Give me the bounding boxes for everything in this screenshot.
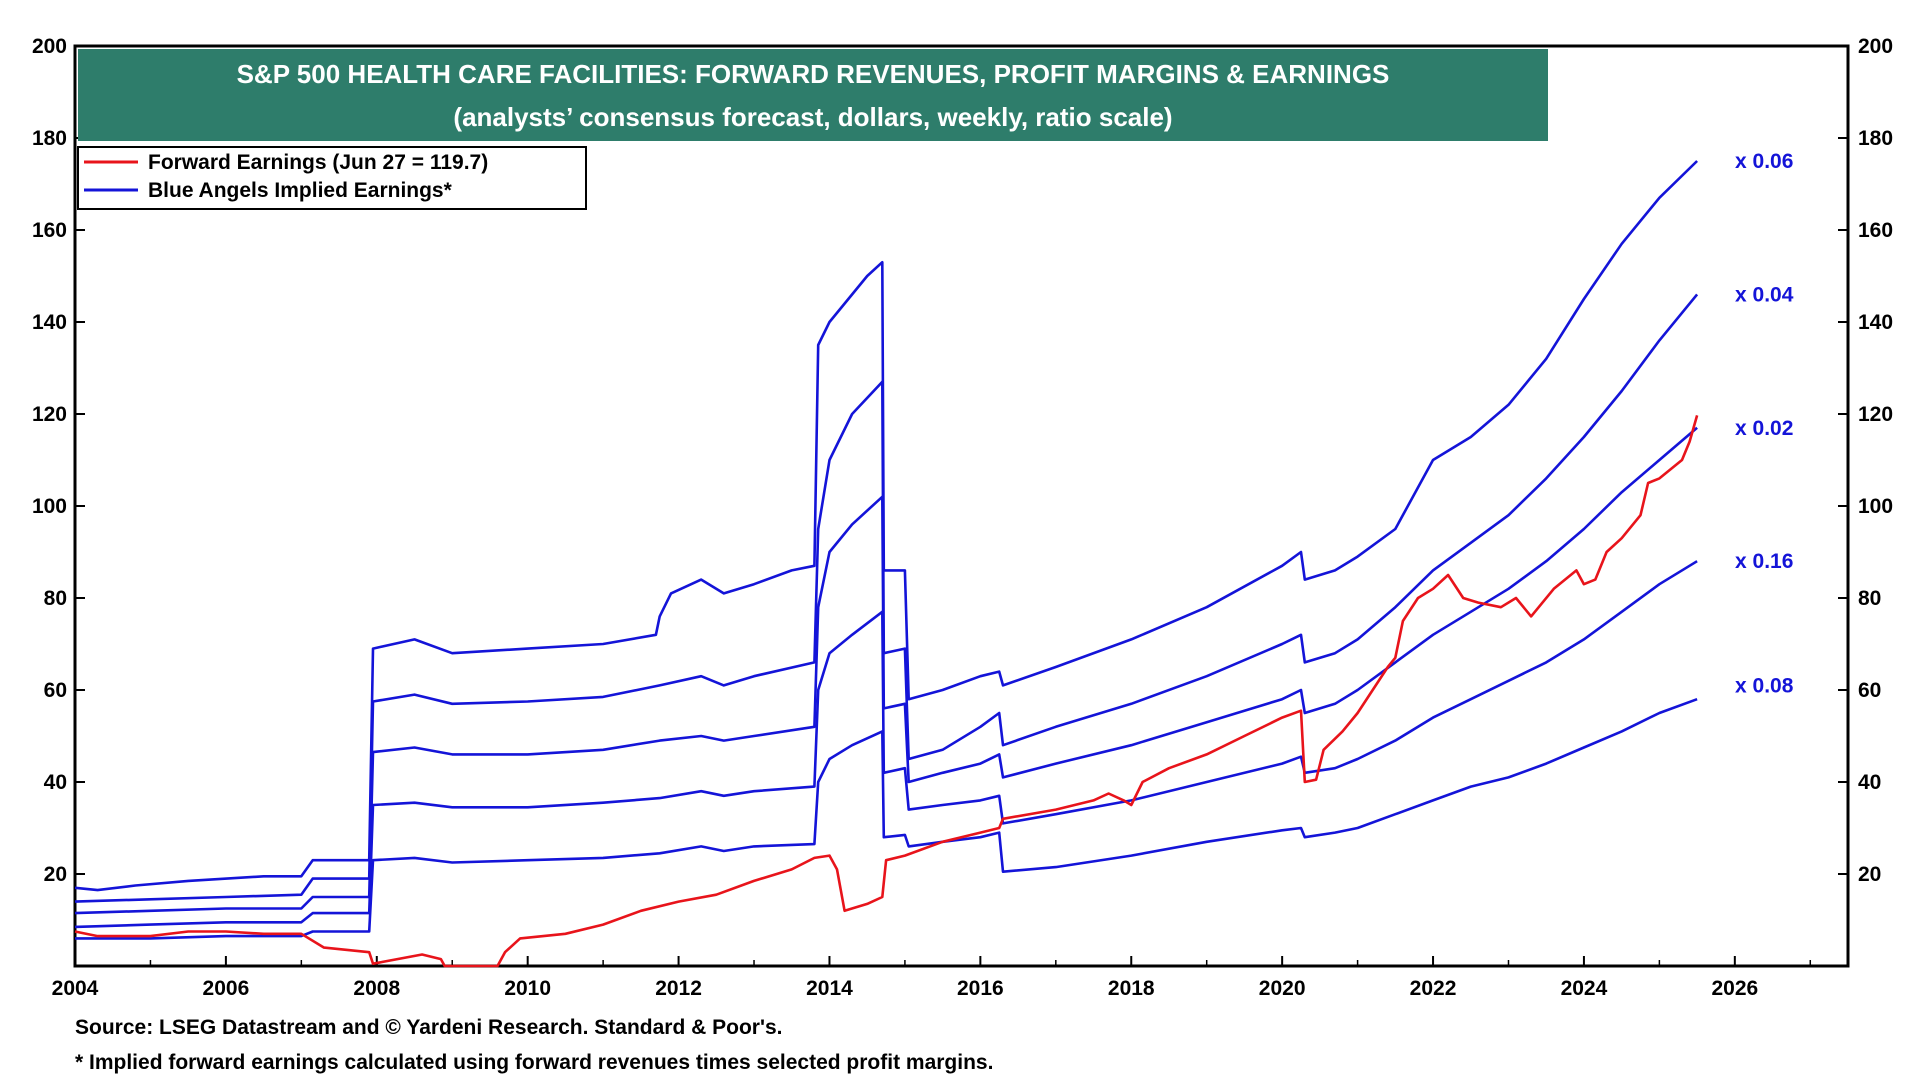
y-tick-label-right: 180: [1858, 127, 1893, 150]
x-tick-label: 2008: [353, 977, 400, 1000]
y-tick-label-left: 60: [44, 679, 67, 702]
y-tick-label-left: 160: [32, 219, 67, 242]
series-line-implied-008: [75, 697, 1698, 940]
x-tick-label: 2022: [1410, 977, 1457, 1000]
axis-labels: 2004 2006 2008 2010 2012 2014 2016 2018 2020 2022…: [32, 35, 1893, 1000]
y-tick-label-right: 120: [1858, 403, 1893, 426]
y-tick-label-left: 120: [32, 403, 67, 426]
series-layer: [74, 160, 1699, 968]
x-tick-label: 2024: [1561, 977, 1608, 1000]
legend-box: [77, 146, 587, 210]
y-tick-label-right: 40: [1858, 771, 1881, 794]
series-line-implied-016: [74, 560, 1698, 929]
y-tick-label-right: 100: [1858, 495, 1893, 518]
legend: Forward Earnings (Jun 27 = 119.7) Blue A…: [77, 146, 587, 210]
y-tick-label-right: 80: [1858, 587, 1881, 610]
y-tick-label-left: 80: [44, 587, 67, 610]
chart-title: S&P 500 HEALTH CARE FACILITIES: FORWARD …: [237, 59, 1390, 89]
y-tick-label-right: 20: [1858, 863, 1881, 886]
x-tick-label: 2010: [504, 977, 551, 1000]
y-tick-label-left: 40: [44, 771, 67, 794]
tick-marks: [74, 45, 1848, 966]
legend-label-earnings: Forward Earnings (Jun 27 = 119.7): [148, 151, 488, 174]
series-line-implied-004: [74, 293, 1699, 903]
multiplier-label: x 0.08: [1735, 674, 1794, 697]
multiplier-label: x 0.02: [1735, 417, 1793, 440]
y-tick-label-right: 200: [1858, 35, 1893, 58]
footnote: * Implied forward earnings calculated us…: [75, 1051, 994, 1074]
series-line-implied-006: [74, 160, 1699, 892]
multiplier-label: x 0.04: [1735, 283, 1794, 306]
x-tick-label: 2004: [52, 977, 99, 1000]
title-box: [78, 49, 1548, 141]
x-tick-label: 2018: [1108, 977, 1155, 1000]
legend-label-implied: Blue Angels Implied Earnings*: [148, 179, 453, 202]
y-tick-label-left: 140: [32, 311, 67, 334]
chart-subtitle: (analysts’ consensus forecast, dollars, …: [453, 102, 1172, 132]
y-tick-label-right: 140: [1858, 311, 1893, 334]
x-tick-label: 2006: [203, 977, 250, 1000]
x-tick-label: 2014: [806, 977, 853, 1000]
x-tick-label: 2016: [957, 977, 1004, 1000]
series-line-implied-002: [74, 426, 1698, 915]
y-tick-label-left: 200: [32, 35, 67, 58]
x-tick-label: 2012: [655, 977, 702, 1000]
y-tick-label-right: 60: [1858, 679, 1881, 702]
multiplier-label: x 0.06: [1735, 150, 1793, 173]
multiplier-label: x 0.16: [1735, 550, 1793, 573]
y-tick-label-left: 180: [32, 127, 67, 150]
source-note: Source: LSEG Datastream and © Yardeni Re…: [75, 1016, 783, 1039]
y-tick-label-right: 160: [1858, 219, 1893, 242]
y-tick-label-left: 100: [32, 495, 67, 518]
series-line-forward-earnings: [74, 415, 1699, 968]
multiplier-labels: x 0.06 x 0.04 x 0.02 x 0.16 x 0.08: [1735, 150, 1794, 697]
x-tick-label: 2020: [1259, 977, 1306, 1000]
y-tick-label-left: 20: [44, 863, 67, 886]
x-tick-label: 2026: [1711, 977, 1758, 1000]
